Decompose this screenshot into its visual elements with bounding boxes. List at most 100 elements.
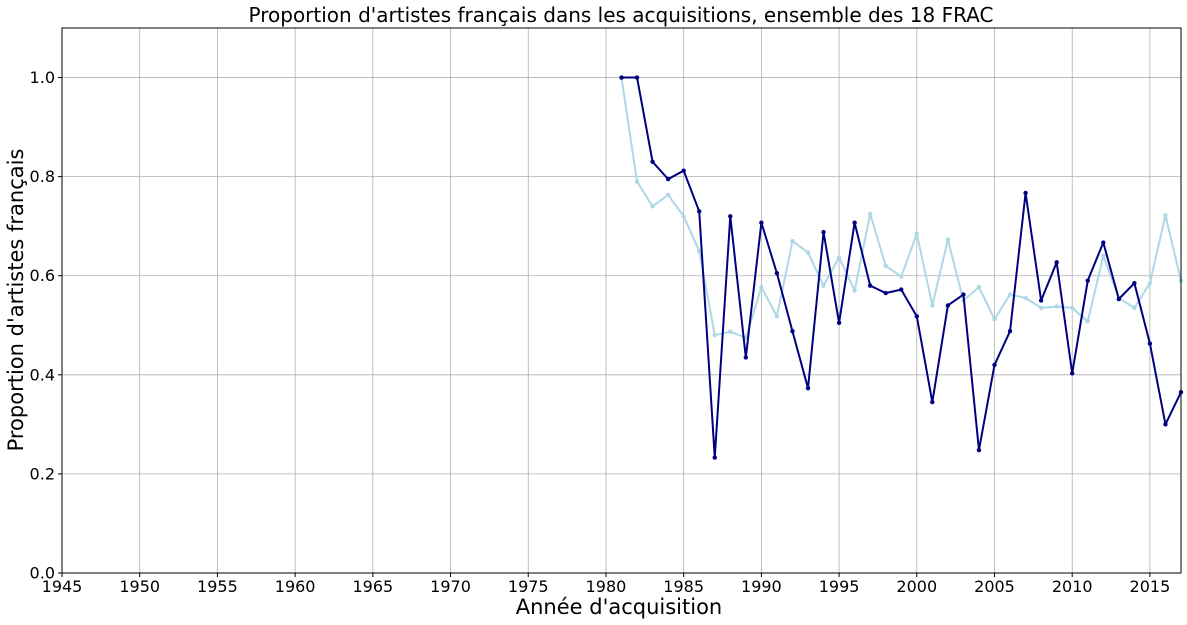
- series-2-point: [650, 159, 655, 164]
- series-1-point: [712, 332, 717, 338]
- x-tick-label: 1960: [275, 577, 316, 596]
- x-tick-label: 1965: [352, 577, 393, 596]
- y-tick-label: 0.2: [30, 464, 55, 483]
- chart-title: Proportion d'artistes français dans les …: [249, 3, 994, 27]
- series-2-point: [961, 292, 966, 297]
- series-1-point: [697, 248, 702, 254]
- series-1-point: [883, 263, 888, 269]
- series-2: [619, 75, 1184, 460]
- series-1-point: [1038, 305, 1044, 311]
- x-tick-label: 1980: [586, 577, 627, 596]
- series-1-point: [805, 250, 811, 255]
- series-2-point: [992, 362, 997, 368]
- series-1-point: [681, 214, 686, 219]
- series-2-point: [1147, 341, 1153, 346]
- series-2-point: [634, 75, 640, 80]
- series-1-point: [1132, 305, 1137, 311]
- series-1-point: [821, 283, 826, 288]
- series-2-point: [1054, 260, 1059, 265]
- series-2-point: [1163, 422, 1168, 427]
- series-1-point: [728, 329, 733, 334]
- series-1-point: [930, 303, 935, 308]
- x-tick-label: 1945: [42, 577, 83, 596]
- series-2-point: [697, 209, 702, 214]
- x-tick-label: 1950: [119, 577, 160, 596]
- x-tick-label: 2010: [1052, 577, 1093, 596]
- y-tick-label: 0.8: [30, 167, 55, 186]
- series-2-point: [852, 220, 857, 225]
- y-axis-label: Proportion d'artistes français: [4, 149, 28, 452]
- series-1-point: [867, 211, 873, 216]
- series-1-point: [790, 238, 795, 244]
- series-2-point: [1116, 296, 1122, 302]
- series-2-point: [1101, 240, 1106, 245]
- series-1-point: [759, 284, 764, 290]
- y-tick-label: 0.0: [30, 564, 55, 583]
- series-2-point: [712, 455, 717, 460]
- series-2-point: [805, 385, 811, 391]
- series-2-point: [759, 220, 764, 225]
- x-tick-label: 2015: [1130, 577, 1171, 596]
- series-2-point: [867, 283, 873, 288]
- series-1-point: [899, 274, 904, 279]
- series-2-point: [665, 176, 671, 182]
- y-tick-label: 0.4: [30, 365, 55, 384]
- series-1-point: [852, 288, 857, 293]
- series-2-point: [821, 229, 826, 235]
- series-1-point: [992, 317, 997, 322]
- series-2-point: [1132, 280, 1137, 286]
- x-axis-label: Année d'acquisition: [516, 595, 723, 619]
- series-2-point: [976, 447, 982, 453]
- series-1-point: [1163, 213, 1168, 218]
- series-1-point: [914, 231, 919, 236]
- series-1-point: [1147, 280, 1153, 286]
- series-layer: [619, 75, 1184, 460]
- series-2-point: [743, 355, 749, 360]
- series-1-point: [976, 284, 982, 290]
- y-tick-label: 1.0: [30, 68, 55, 87]
- series-1-point: [665, 192, 671, 198]
- series-1-point: [945, 237, 951, 242]
- series-2-point: [619, 75, 624, 80]
- series-2-point: [1038, 298, 1044, 303]
- series-2-point: [681, 168, 686, 173]
- series-1-point: [1070, 305, 1075, 311]
- y-tick-label: 0.6: [30, 266, 55, 285]
- series-2-point: [1007, 329, 1013, 334]
- series-2-point: [790, 329, 795, 334]
- series-2-point: [1085, 278, 1090, 283]
- series-2-point: [899, 287, 904, 292]
- x-tick-label: 1990: [741, 577, 782, 596]
- series-2-point: [914, 314, 919, 319]
- series-2-point: [774, 271, 780, 276]
- x-tick-label: 1975: [508, 577, 549, 596]
- series-1-point: [634, 179, 640, 184]
- series-1-point: [774, 314, 780, 319]
- series-2-point: [1070, 371, 1075, 376]
- grid: [61, 28, 1181, 574]
- series-2-point: [728, 214, 733, 219]
- series-2-point: [945, 303, 951, 308]
- x-tick-label: 2005: [974, 577, 1015, 596]
- series-1-point: [1007, 292, 1013, 297]
- x-tick-label: 1995: [819, 577, 860, 596]
- series-2-point: [836, 320, 842, 325]
- x-tick-label: 2000: [896, 577, 937, 596]
- series-2-point: [883, 290, 888, 296]
- series-2-point: [930, 399, 935, 405]
- x-tick-label: 1985: [663, 577, 704, 596]
- series-2-point: [1023, 190, 1028, 196]
- plot-frame: [61, 27, 1182, 574]
- x-tick-label: 1955: [197, 577, 238, 596]
- series-1-point: [650, 204, 655, 209]
- series-1-point: [1054, 304, 1059, 309]
- series-1-point: [1101, 253, 1106, 259]
- x-tick-label: 1970: [430, 577, 471, 596]
- x-axis: 1945 1950 1955 1960 1965 1970 1975 1980 1985 1990…: [42, 573, 1171, 596]
- series-1-point: [836, 255, 842, 260]
- series-1-point: [1085, 319, 1090, 324]
- series-1-point: [1023, 295, 1028, 301]
- y-axis: 0.0 0.2 0.4 0.6 0.8 1.0: [30, 68, 62, 583]
